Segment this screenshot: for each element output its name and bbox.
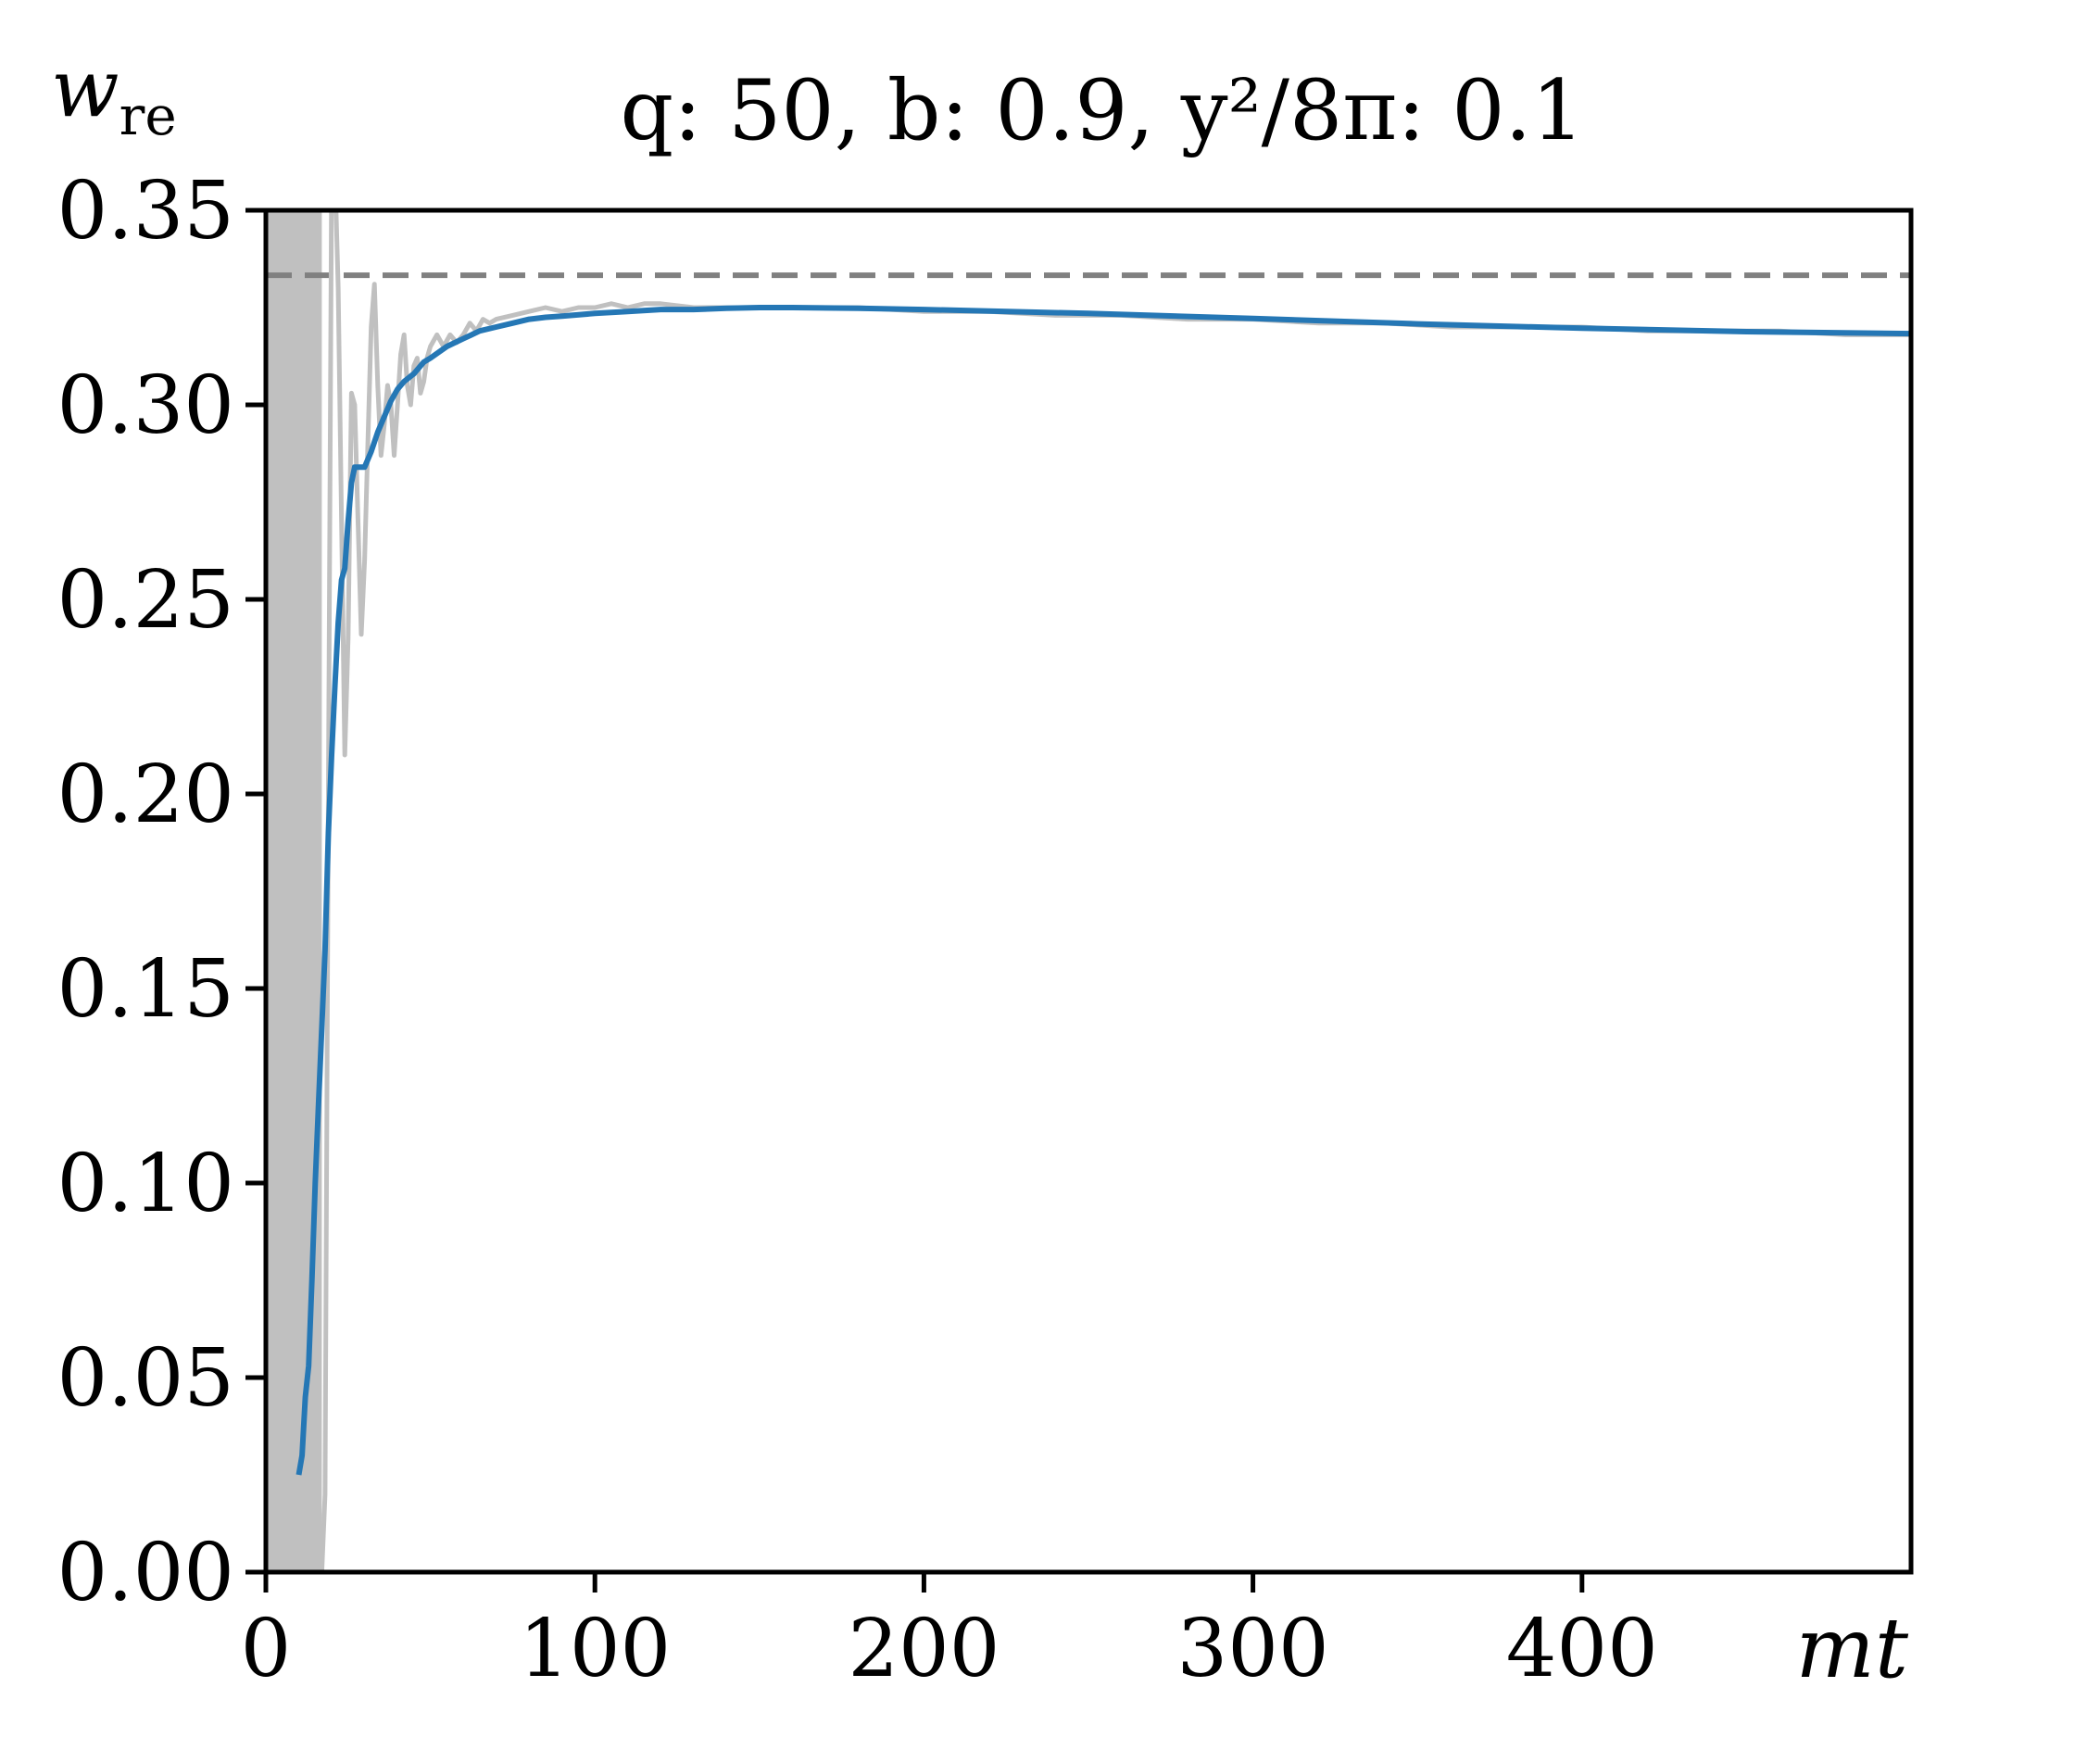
y-axis-label-subscript: re: [119, 84, 177, 147]
x-tick-label: 300: [1177, 1603, 1329, 1695]
x-axis-label: mt: [1795, 1600, 1908, 1697]
series-raw-line: [319, 210, 1911, 1572]
y-axis-label: wre: [51, 43, 177, 147]
x-tick-label: 100: [519, 1603, 671, 1695]
y-tick-label: 0.25: [57, 554, 234, 647]
plot-frame: [263, 208, 1914, 1575]
x-tick-label: 0: [241, 1603, 292, 1695]
plot-area: [266, 210, 1911, 1572]
axis-ticks: 0.00 0.05 0.10 0.15 0.20 0.25 0.30 0.35 0 100 200 3…: [57, 165, 1658, 1695]
shaded-region: [266, 210, 322, 1572]
chart-title: q: 50, b: 0.9, y²/8π: 0.1: [621, 62, 1585, 159]
y-tick-label: 0.15: [57, 943, 234, 1036]
x-tick-label: 400: [1506, 1603, 1658, 1695]
series-smoothed-line: [296, 305, 1911, 1476]
y-tick-label: 0.05: [57, 1332, 234, 1425]
x-tick-label: 200: [848, 1603, 1000, 1695]
y-tick-label: 0.20: [57, 749, 234, 841]
y-tick-label: 0.35: [57, 165, 234, 258]
y-axis-label-main: w: [51, 43, 119, 135]
y-tick-label: 0.10: [57, 1138, 234, 1230]
y-tick-label: 0.30: [57, 359, 234, 452]
y-tick-label: 0.00: [57, 1527, 234, 1619]
